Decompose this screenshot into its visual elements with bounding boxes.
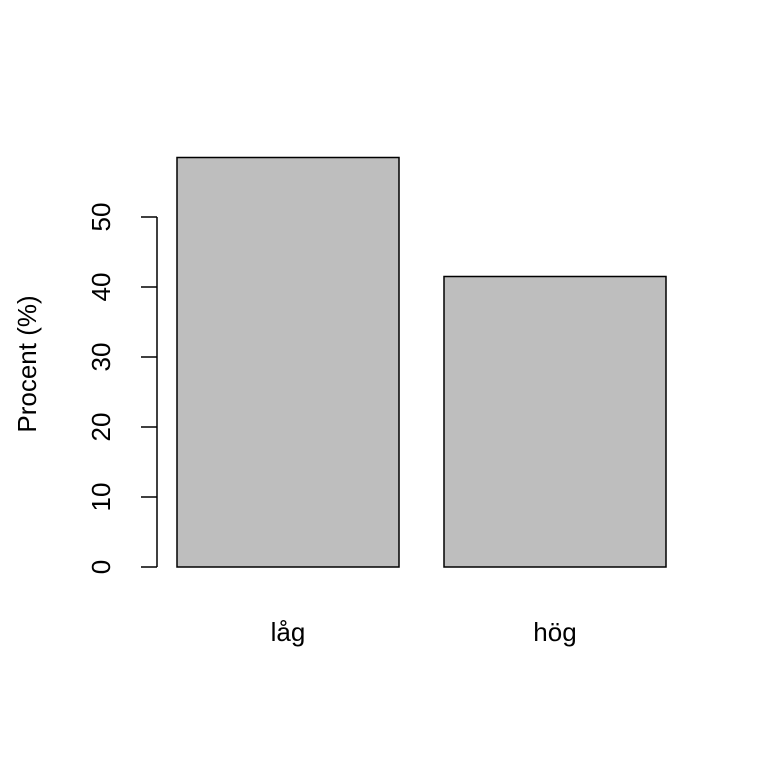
x-tick-label: hög <box>533 617 576 647</box>
x-axis-labels: låg hög <box>271 617 577 647</box>
y-tick-label: 30 <box>86 343 116 372</box>
x-tick-label: låg <box>271 617 306 647</box>
y-tick-label: 20 <box>86 413 116 442</box>
y-ticks: 0 10 20 30 40 50 <box>86 203 157 574</box>
bars <box>176 156 667 568</box>
y-tick-label: 10 <box>86 483 116 512</box>
y-axis-title: Procent (%) <box>12 295 42 432</box>
bar-1 <box>176 156 400 568</box>
y-tick-label: 0 <box>86 560 116 574</box>
y-axis: 0 10 20 30 40 50 <box>86 203 158 574</box>
y-tick-label: 50 <box>86 203 116 232</box>
bar-2 <box>443 275 667 568</box>
y-tick-label: 40 <box>86 273 116 302</box>
